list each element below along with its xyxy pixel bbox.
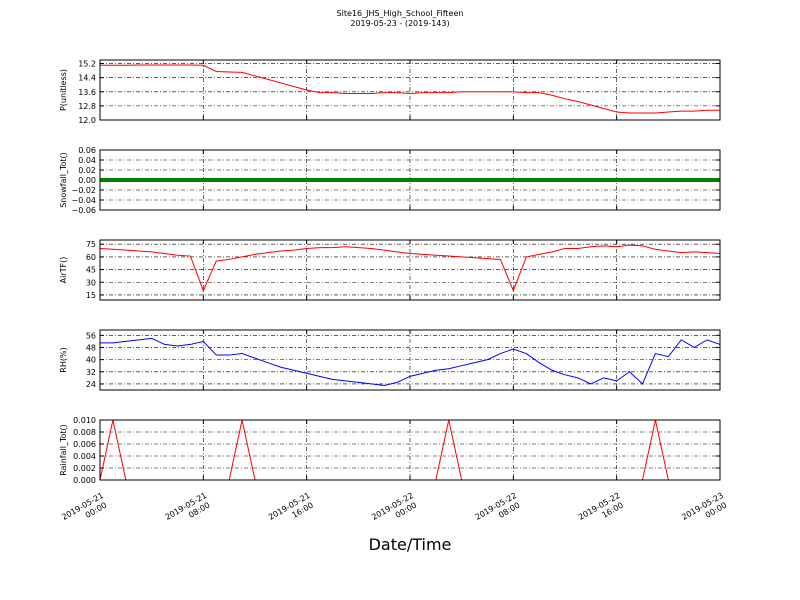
y-tick-label: 24 bbox=[86, 380, 96, 389]
y-tick-label: 15 bbox=[86, 291, 96, 300]
y-tick-label: 40 bbox=[86, 356, 96, 365]
axes-frame bbox=[99, 149, 721, 211]
y-axis-label: RH(%) bbox=[59, 347, 68, 372]
y-tick-label: 12.0 bbox=[78, 116, 96, 125]
y-tick-label: 45 bbox=[86, 266, 96, 275]
y-tick-label: 0.06 bbox=[78, 146, 96, 155]
y-tick-label: 32 bbox=[86, 368, 96, 377]
y-tick-label: 30 bbox=[86, 278, 96, 287]
title: Site16_JHS_High_School_Fifteen bbox=[337, 9, 464, 18]
data-line bbox=[99, 244, 721, 293]
y-tick-label: 0.000 bbox=[73, 476, 96, 485]
subtitle: 2019-05-23 - (2019-143) bbox=[350, 19, 449, 28]
x-axis-label: Date/Time bbox=[369, 535, 452, 554]
y-tick-label: 0.006 bbox=[73, 440, 96, 449]
y-axis-label: Rainfall_Tot() bbox=[59, 424, 68, 476]
axes-frame bbox=[99, 419, 721, 481]
y-tick-label: 0.010 bbox=[73, 416, 96, 425]
y-tick-label: 15.2 bbox=[78, 60, 96, 69]
y-tick-label: −0.06 bbox=[71, 206, 96, 215]
y-tick-label: 0.002 bbox=[73, 464, 96, 473]
y-tick-label: 14.4 bbox=[78, 74, 96, 83]
y-tick-label: 0.00 bbox=[78, 176, 96, 185]
y-tick-label: 48 bbox=[86, 343, 96, 352]
y-tick-label: 12.8 bbox=[78, 102, 96, 111]
y-tick-label: 56 bbox=[86, 331, 96, 340]
y-tick-label: 0.04 bbox=[78, 156, 96, 165]
y-tick-label: −0.04 bbox=[71, 196, 96, 205]
y-axis-label: P(unitless) bbox=[59, 69, 68, 111]
y-tick-label: 60 bbox=[86, 253, 96, 262]
y-tick-label: 0.02 bbox=[78, 166, 96, 175]
y-axis-label: Snowfall_Tot() bbox=[59, 152, 68, 208]
data-line bbox=[100, 337, 721, 386]
axes-frame bbox=[99, 329, 721, 391]
y-tick-label: 13.6 bbox=[78, 88, 96, 97]
y-tick-label: 75 bbox=[86, 240, 96, 249]
axes-frame bbox=[99, 239, 721, 301]
axes-frame bbox=[99, 59, 721, 121]
y-tick-label: 0.004 bbox=[73, 452, 96, 461]
y-axis-label: AirTF() bbox=[59, 257, 68, 284]
y-tick-label: 0.008 bbox=[73, 428, 96, 437]
y-tick-label: −0.02 bbox=[71, 186, 96, 195]
data-line bbox=[100, 64, 720, 114]
